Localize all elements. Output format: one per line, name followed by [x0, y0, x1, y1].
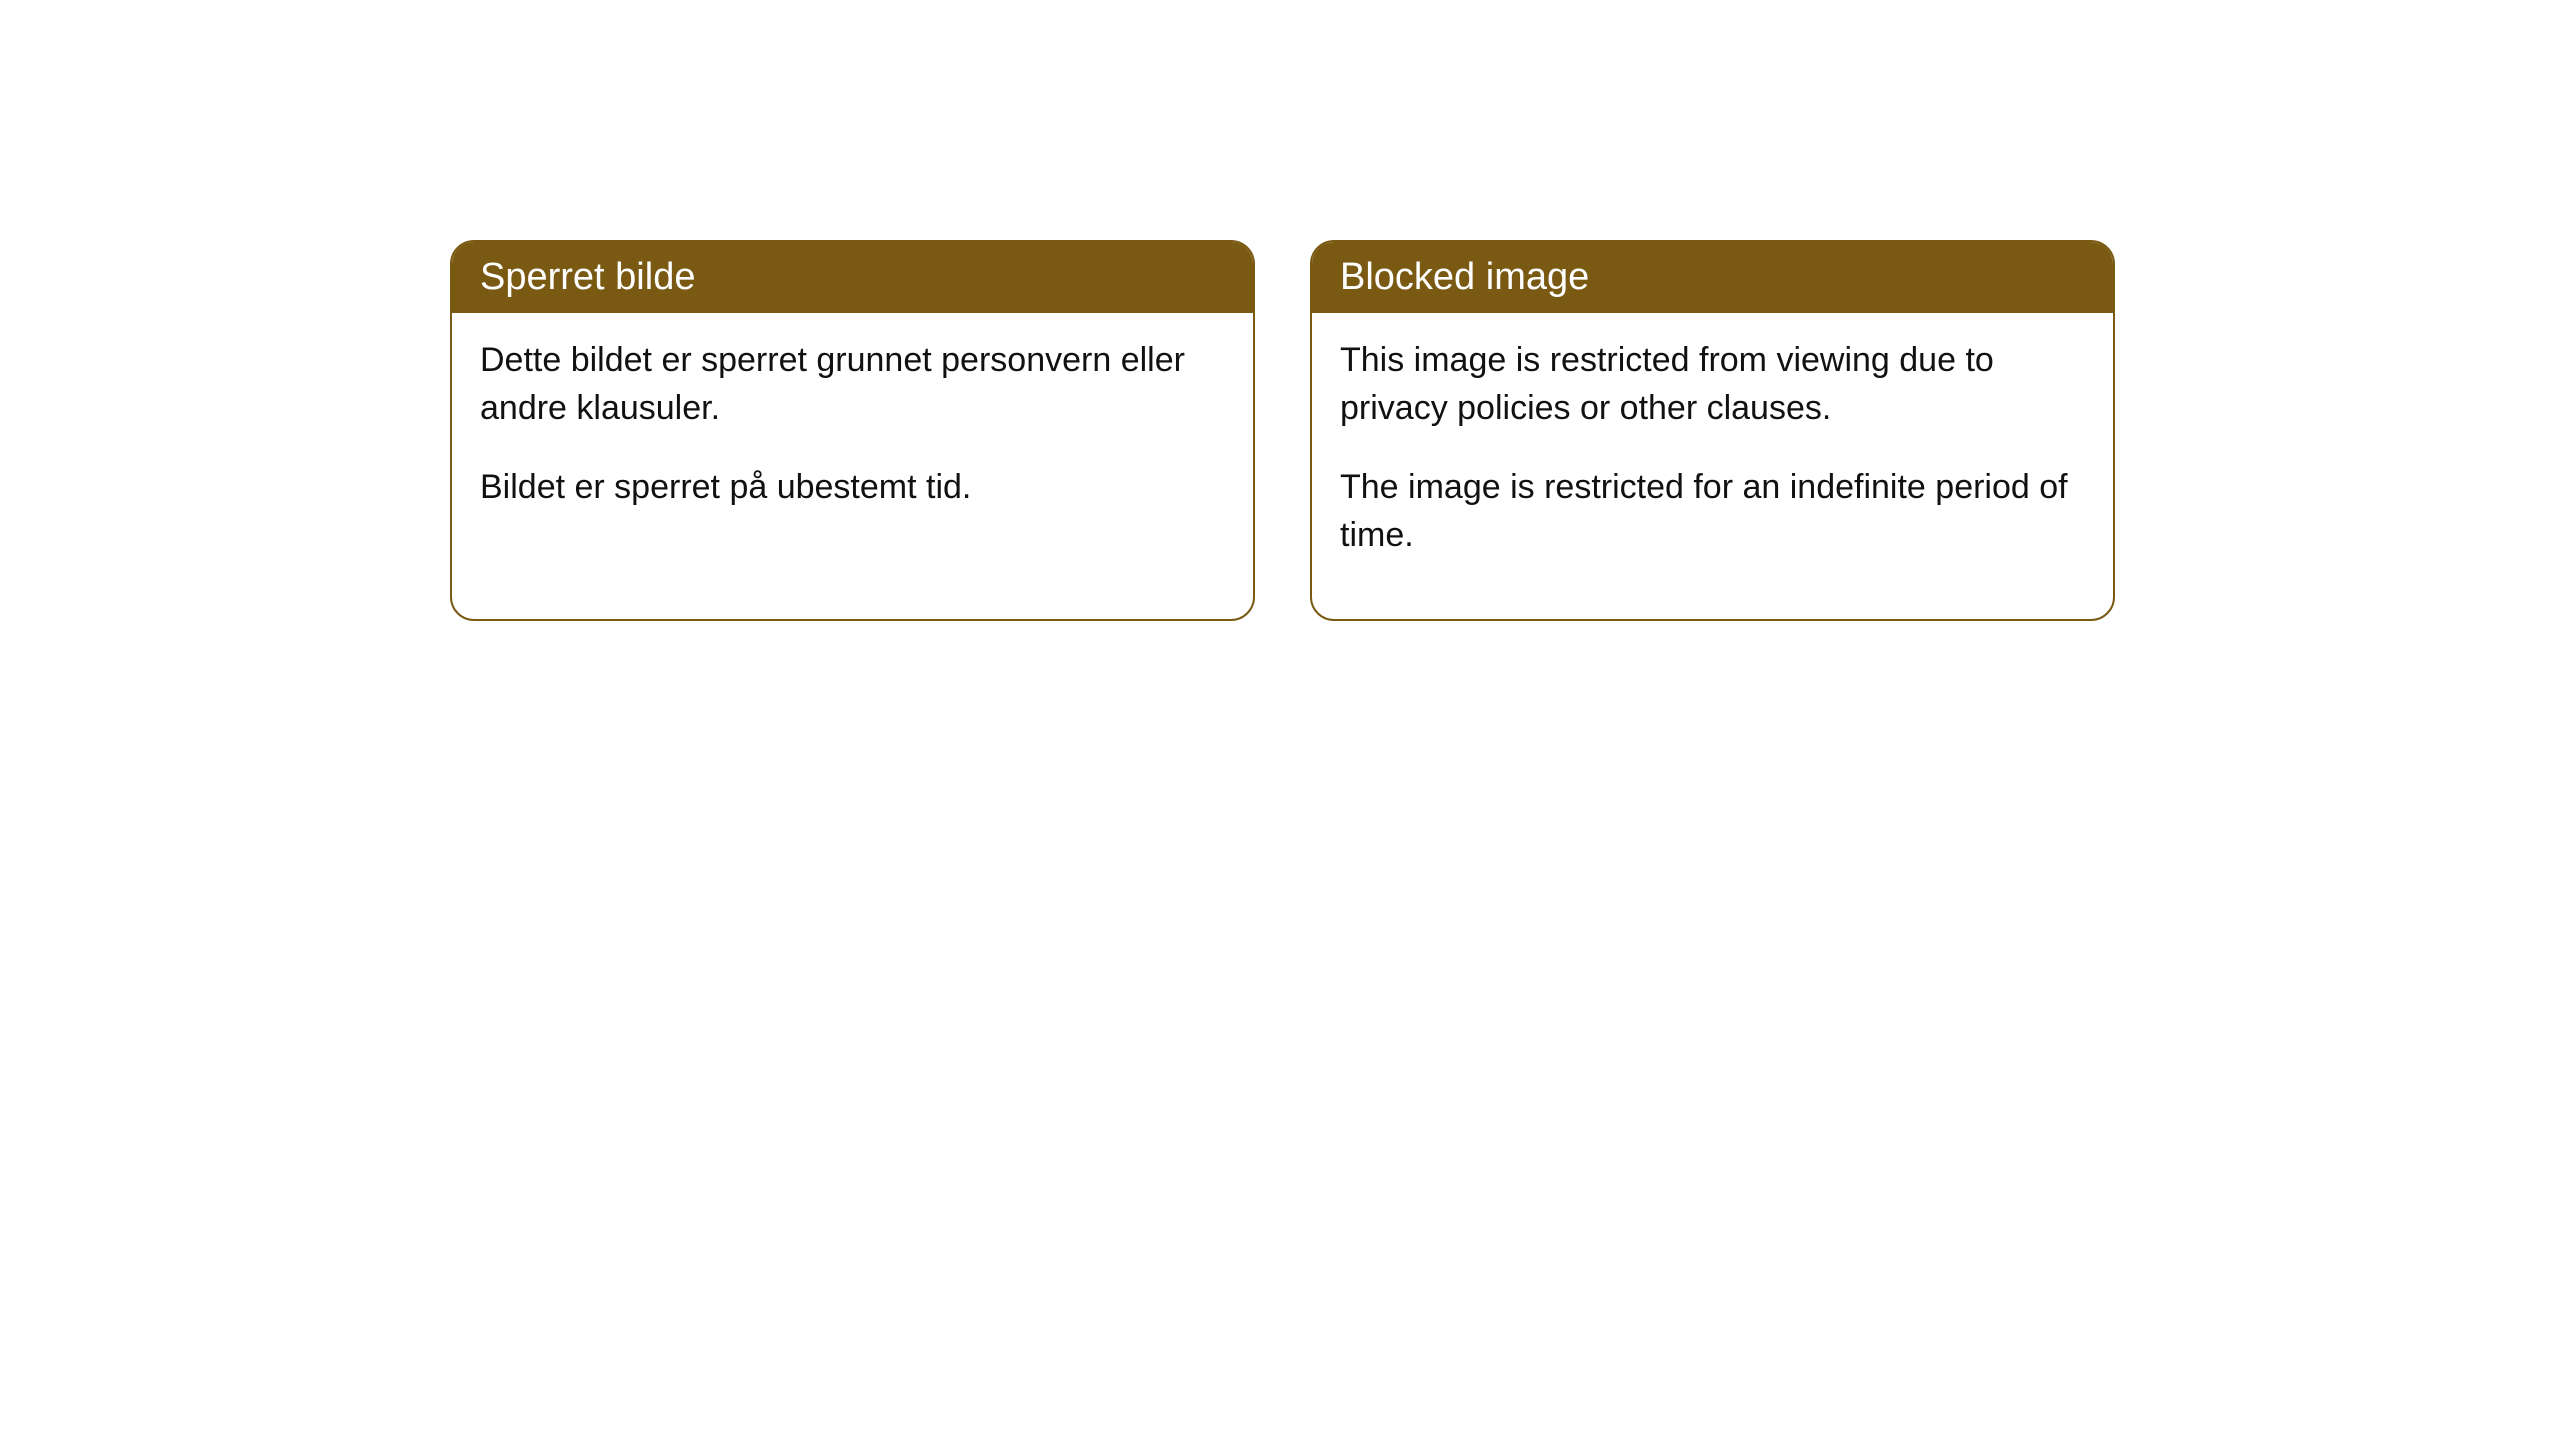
- card-header: Sperret bilde: [452, 242, 1253, 313]
- card-body: This image is restricted from viewing du…: [1312, 313, 2113, 619]
- card-paragraph: Bildet er sperret på ubestemt tid.: [480, 464, 1225, 512]
- card-body: Dette bildet er sperret grunnet personve…: [452, 313, 1253, 572]
- card-paragraph: This image is restricted from viewing du…: [1340, 337, 2085, 432]
- card-title: Sperret bilde: [480, 256, 695, 298]
- card-header: Blocked image: [1312, 242, 2113, 313]
- notice-card-norwegian: Sperret bilde Dette bildet er sperret gr…: [450, 240, 1255, 621]
- notice-container: Sperret bilde Dette bildet er sperret gr…: [0, 0, 2560, 621]
- notice-card-english: Blocked image This image is restricted f…: [1310, 240, 2115, 621]
- card-paragraph: Dette bildet er sperret grunnet personve…: [480, 337, 1225, 432]
- card-paragraph: The image is restricted for an indefinit…: [1340, 464, 2085, 559]
- card-title: Blocked image: [1340, 256, 1589, 298]
